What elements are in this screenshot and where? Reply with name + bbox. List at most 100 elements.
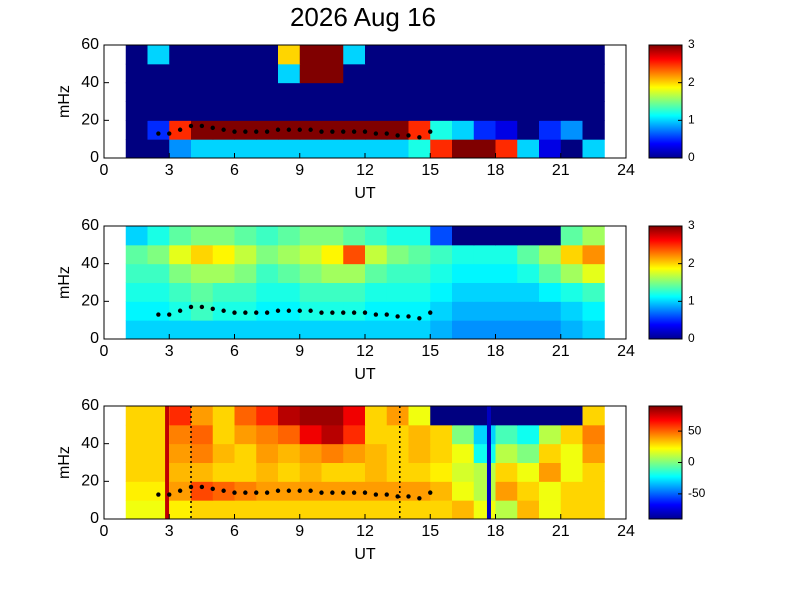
heatmap-cell xyxy=(278,139,301,159)
heatmap-cell xyxy=(473,462,496,482)
heatmap-cell xyxy=(147,301,170,321)
trace-point xyxy=(210,125,215,131)
heatmap-cell xyxy=(517,101,540,121)
trace-point xyxy=(286,308,292,313)
heatmap-cell xyxy=(517,443,540,463)
x-axis-label: UT xyxy=(354,366,376,383)
trace-point xyxy=(319,310,324,315)
heatmap-cell xyxy=(517,282,540,302)
trace-point xyxy=(221,308,226,313)
heatmap-cell xyxy=(256,424,279,445)
heatmap-cell xyxy=(365,500,388,520)
trace-point xyxy=(275,308,281,313)
heatmap-cell xyxy=(473,424,496,445)
heatmap-cell xyxy=(452,481,475,501)
trace-point xyxy=(286,127,292,132)
heatmap-cell xyxy=(191,500,214,520)
heatmap-cell xyxy=(256,462,279,482)
heatmap-cell xyxy=(125,424,148,445)
heatmap-cell xyxy=(560,301,583,321)
heatmap-cell xyxy=(560,101,583,121)
heatmap-cell xyxy=(560,406,583,426)
heatmap-cell xyxy=(473,443,496,463)
trace-point xyxy=(199,484,205,490)
heatmap-cell xyxy=(452,424,475,445)
trace-point xyxy=(199,304,205,310)
trace-point xyxy=(330,490,335,495)
heatmap-cell xyxy=(539,226,562,246)
heatmap-cell xyxy=(191,139,214,159)
heatmap-cell xyxy=(539,244,562,265)
heatmap-cell xyxy=(473,481,496,501)
trace-point xyxy=(167,492,172,497)
heatmap-cell xyxy=(365,139,388,159)
heatmap-cell xyxy=(430,500,453,520)
heatmap-cell xyxy=(212,63,235,84)
heatmap-cell xyxy=(582,301,605,321)
heatmap-cell xyxy=(408,82,431,102)
x-tick-label: 3 xyxy=(165,343,174,360)
heatmap-cell xyxy=(256,101,279,121)
trace-point xyxy=(362,310,368,315)
heatmap-cell xyxy=(191,120,214,140)
trace-point xyxy=(319,129,324,134)
heatmap-cell xyxy=(321,45,344,65)
y-tick-label: 60 xyxy=(81,397,99,414)
heatmap-cell xyxy=(212,406,235,426)
heatmap-cell xyxy=(147,120,170,140)
heatmap-cell xyxy=(582,82,605,102)
heatmap-cell xyxy=(191,101,214,121)
x-tick-label: 3 xyxy=(165,162,174,179)
heatmap-cell xyxy=(299,82,322,102)
heatmap-cell xyxy=(495,139,518,159)
heatmap-cell xyxy=(365,424,388,445)
heatmap-cell xyxy=(365,226,388,246)
heatmap-cell xyxy=(517,320,540,340)
heatmap-cell xyxy=(430,139,453,159)
heatmap-cell xyxy=(560,500,583,520)
heatmap-cell xyxy=(147,263,170,283)
heatmap-cell xyxy=(430,63,453,84)
heatmap-cell xyxy=(321,139,344,159)
heatmap-cell xyxy=(473,120,496,140)
trace-point xyxy=(428,490,433,495)
trace-point xyxy=(210,486,215,492)
heatmap-cell xyxy=(365,63,388,84)
trace-point xyxy=(351,490,357,495)
heatmap-cell xyxy=(191,63,214,84)
trace-point xyxy=(254,129,259,134)
chart-title: 2026 Aug 16 xyxy=(290,2,436,32)
heatmap-cell xyxy=(386,406,409,426)
heatmap-cell xyxy=(365,406,388,426)
heatmap-cell xyxy=(408,481,431,501)
heatmap-cell xyxy=(321,244,344,265)
heatmap-cell xyxy=(582,139,605,159)
x-tick-label: 15 xyxy=(421,162,439,179)
colorbar xyxy=(648,44,683,159)
trace-point xyxy=(308,308,313,313)
heatmap-cell xyxy=(430,301,453,321)
heatmap-cell xyxy=(169,424,192,445)
heatmap-cell xyxy=(299,282,322,302)
heatmap-cell xyxy=(452,244,475,265)
heatmap-cell xyxy=(278,63,301,84)
trace-point xyxy=(406,314,411,319)
heatmap-cell xyxy=(212,101,235,121)
heatmap-cell xyxy=(299,462,322,482)
heatmap-cell xyxy=(299,406,322,426)
heatmap-cell xyxy=(495,481,518,501)
heatmap-cell xyxy=(430,320,453,340)
x-tick-label: 9 xyxy=(295,343,304,360)
trace-point xyxy=(417,316,422,321)
heatmap-cell xyxy=(473,82,496,102)
heatmap-cell xyxy=(365,282,388,302)
x-tick-label: 12 xyxy=(356,162,374,179)
heatmap-cell xyxy=(473,301,496,321)
heatmap-cell xyxy=(386,320,409,340)
heatmap-cell xyxy=(408,101,431,121)
colorbar-tick-label: 3 xyxy=(688,218,695,232)
heatmap-cell xyxy=(386,45,409,65)
heatmap-cell xyxy=(517,139,540,159)
heatmap-cell xyxy=(343,263,366,283)
